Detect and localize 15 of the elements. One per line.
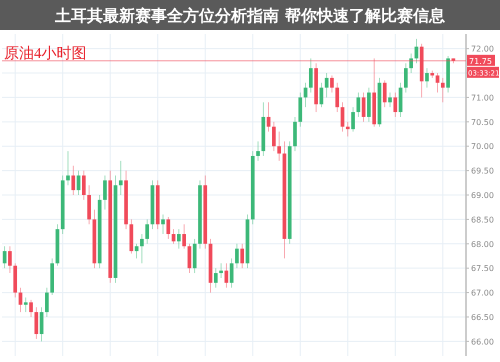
annotation: 原油4小时图 [4,45,86,62]
ref-line-label: 71.75 [469,56,492,66]
y-tick-label: 68.00 [471,240,494,249]
y-tick-label: 66.50 [471,312,494,322]
y-tick-label: 69.50 [471,166,494,176]
y-tick-label: 68.50 [471,215,494,224]
y-tick-label: 71.00 [471,93,494,102]
y-tick-label: 66.00 [471,337,494,346]
chart-title: 土耳其最新赛事全方位分析指南 帮你快速了解比赛信息 [54,6,446,25]
y-tick-label: 67.50 [471,264,494,274]
y-tick-label: 70.00 [471,142,494,152]
y-tick-label: 67.00 [471,288,494,298]
y-tick-label: 69.00 [471,191,494,200]
y-tick-label: 72.00 [471,44,494,54]
y-tick-label: 70.50 [471,118,494,127]
